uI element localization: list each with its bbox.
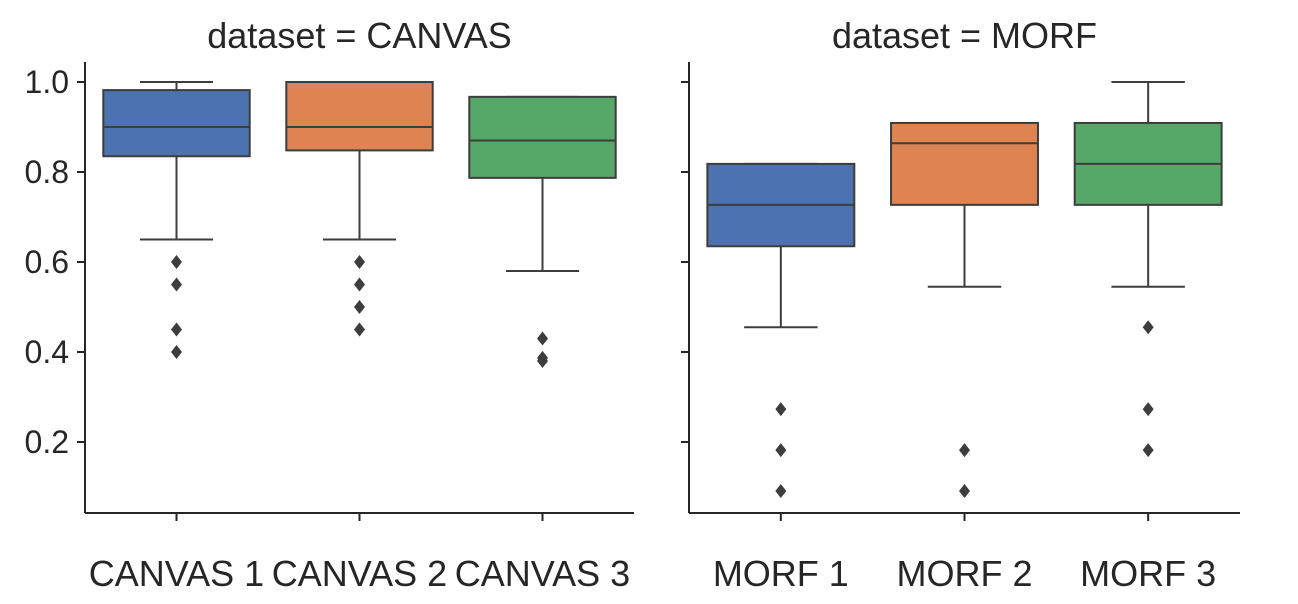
category-label: MORF 1: [713, 553, 849, 594]
outlier-point: [537, 331, 548, 346]
box-morf-3: MORF 3: [1073, 81, 1223, 594]
box-canvas-3: CANVAS 3: [455, 95, 630, 594]
y-tick-label: 0.4: [25, 334, 69, 370]
category-label: CANVAS 1: [89, 553, 264, 594]
y-tick-label: 0.8: [25, 154, 69, 190]
y-tick-label: 0.2: [25, 424, 69, 460]
box-canvas-2: CANVAS 2: [272, 81, 447, 594]
outlier-point: [171, 255, 182, 269]
iqr-box: [890, 121, 1039, 206]
category-label: CANVAS 2: [272, 553, 447, 594]
outlier-point: [775, 402, 787, 417]
category-label: MORF 3: [1080, 553, 1216, 594]
iqr-box: [285, 81, 434, 152]
panel-title: dataset = MORF: [832, 15, 1097, 56]
iqr-box: [102, 89, 251, 158]
panel-2: dataset = MORF MORF 1 MORF 2 MORF 3: [681, 15, 1240, 594]
outlier-point: [354, 255, 365, 269]
outlier-point: [775, 443, 787, 458]
box-canvas-1: CANVAS 1: [89, 81, 264, 594]
outlier-point: [959, 443, 970, 458]
y-tick-label: 0.6: [25, 244, 69, 280]
outlier-point: [1142, 402, 1154, 417]
iqr-box: [468, 95, 617, 179]
outlier-point: [354, 277, 365, 292]
category-label: MORF 2: [896, 553, 1032, 594]
outlier-point: [171, 322, 182, 337]
outlier-point: [775, 484, 787, 499]
outlier-point: [1142, 443, 1154, 458]
outlier-point: [1142, 320, 1154, 335]
outlier-point: [171, 345, 182, 359]
category-label: CANVAS 3: [455, 553, 630, 594]
outlier-point: [959, 484, 970, 499]
y-tick-label: 1.0: [25, 64, 69, 100]
outlier-point: [537, 354, 548, 368]
panel-title: dataset = CANVAS: [207, 15, 512, 56]
outlier-point: [354, 300, 365, 314]
outlier-point: [171, 277, 182, 292]
box-morf-1: MORF 1: [706, 162, 856, 594]
outlier-point: [354, 322, 365, 337]
box-morf-2: MORF 2: [890, 121, 1039, 594]
